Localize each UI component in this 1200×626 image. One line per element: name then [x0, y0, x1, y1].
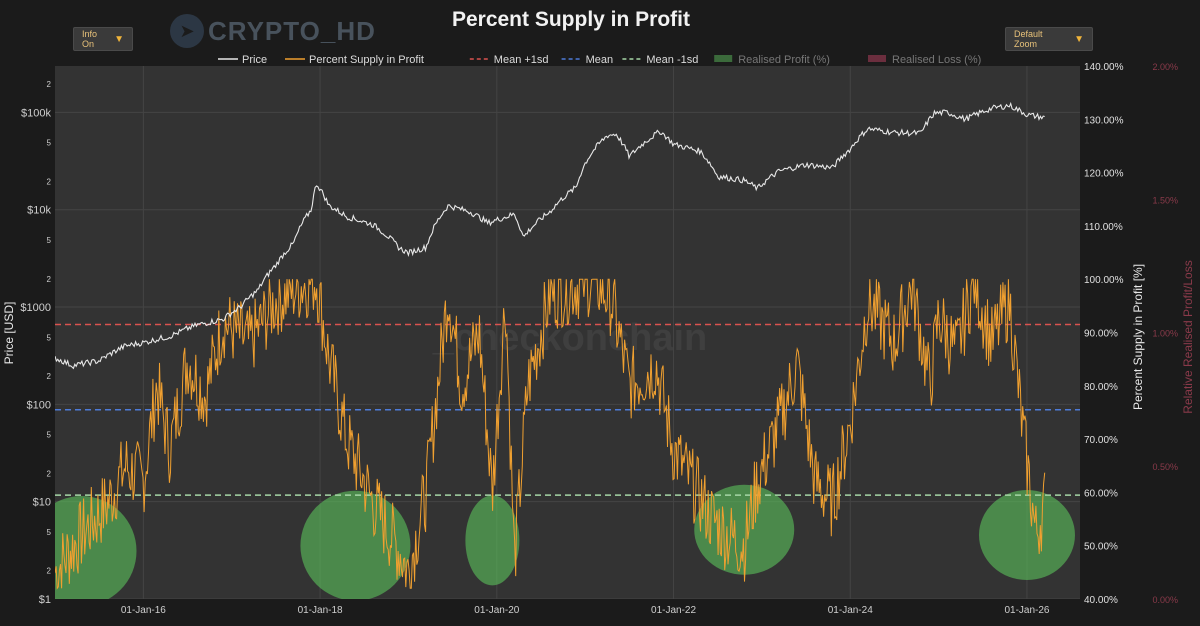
highlight-ellipse	[978, 490, 1075, 581]
legend-swatch	[714, 55, 733, 62]
y-left-tick-label: $10k	[27, 205, 51, 217]
y-left-tick-label: 2	[47, 177, 52, 186]
legend-label: Price	[242, 54, 267, 66]
y-right-tick-label: 60.00%	[1084, 488, 1118, 499]
telegram-icon: ➤	[170, 14, 204, 48]
y-right-tick-label: 70.00%	[1084, 435, 1118, 446]
y-right2-tick-label: 2.00%	[1152, 62, 1178, 72]
watermark-text: CRYPTO_HD	[208, 15, 376, 46]
info-toggle-button[interactable]: Info On ▼	[73, 27, 133, 51]
y-left-tick-label: 5	[47, 139, 52, 148]
y-left-tick-label: 5	[47, 528, 52, 537]
y-left-tick-label: 2	[47, 469, 52, 478]
dropdown-caret-icon: ▼	[114, 33, 124, 45]
y-left-tick-label: 2	[47, 372, 52, 381]
y-right-tick-label: 110.00%	[1084, 222, 1123, 233]
legend-swatch	[868, 55, 886, 62]
y-left-tick-label: $100	[27, 399, 51, 411]
y-right2-label: Relative Realised Profit/Loss	[1181, 260, 1195, 413]
x-tick-label: 01-Jan-26	[1004, 605, 1049, 616]
legend-item[interactable]: Realised Loss (%)	[868, 54, 981, 66]
legend-item[interactable]: Realised Profit (%)	[714, 54, 830, 66]
legend-label: Mean	[586, 54, 614, 66]
y-right-tick-label: 120.00%	[1084, 169, 1124, 180]
y-right-tick-label: 130.00%	[1084, 115, 1124, 126]
y-left-tick-label: 2	[47, 567, 52, 576]
y-left-tick-label: $1000	[20, 302, 51, 314]
legend-label: Mean -1sd	[646, 54, 698, 66]
legend-label: Percent Supply in Profit	[309, 54, 424, 66]
x-tick-label: 01-Jan-20	[474, 605, 519, 616]
chart-title: Percent Supply in Profit	[451, 8, 691, 31]
y-left-tick-label: $100k	[21, 107, 51, 119]
y-right2-tick-label: 0.50%	[1152, 462, 1178, 472]
y-left-label: Price [USD]	[2, 302, 16, 365]
x-tick-label: 01-Jan-22	[651, 605, 696, 616]
y-right-tick-label: 40.00%	[1084, 595, 1118, 606]
price-line	[55, 101, 1045, 370]
supply-in-profit-line	[55, 278, 1046, 590]
y-right-label: Percent Supply in Profit [%]	[1131, 264, 1145, 410]
x-tick-label: 01-Jan-24	[828, 605, 873, 616]
highlight-ellipse	[694, 484, 795, 575]
legend-item[interactable]: Mean	[561, 54, 614, 66]
legend-item[interactable]: Price	[218, 54, 267, 66]
y-left-tick-label: 5	[47, 236, 52, 245]
y-right-tick-label: 50.00%	[1084, 542, 1118, 553]
y-right-tick-label: 90.00%	[1084, 329, 1118, 340]
x-tick-label: 01-Jan-18	[298, 605, 343, 616]
y-left-tick-label: 5	[47, 333, 52, 342]
y-right2-tick-label: 0.00%	[1152, 595, 1178, 605]
y-right2-tick-label: 1.00%	[1152, 329, 1178, 339]
legend-item[interactable]: Mean -1sd	[622, 54, 698, 66]
info-toggle-label: Info On	[82, 29, 98, 49]
highlight-ellipse	[55, 496, 137, 599]
dropdown-caret-icon: ▼	[1074, 33, 1084, 45]
y-left-tick-label: 5	[47, 431, 52, 440]
y-right-tick-label: 80.00%	[1084, 382, 1118, 393]
y-left-tick-label: 2	[47, 275, 52, 284]
x-tick-label: 01-Jan-16	[121, 605, 166, 616]
plot-area	[55, 66, 1080, 599]
watermark-logo: ➤ CRYPTO_HD	[170, 14, 376, 48]
y-left-tick-label: 2	[47, 80, 52, 89]
highlight-ellipse	[465, 495, 520, 586]
legend-label: Realised Profit (%)	[738, 54, 830, 66]
zoom-select-button[interactable]: Default Zoom ▼	[1005, 27, 1093, 51]
y-left-tick-label: $1	[39, 594, 51, 606]
y-right-tick-label: 100.00%	[1084, 275, 1124, 286]
y-left-tick-label: $10	[33, 497, 51, 509]
legend-label: Mean +1sd	[494, 54, 549, 66]
legend-item[interactable]: Mean +1sd	[469, 54, 549, 66]
legend-label: Realised Loss (%)	[892, 54, 981, 66]
zoom-select-label: Default Zoom	[1014, 29, 1043, 49]
legend-item[interactable]: Percent Supply in Profit	[285, 54, 424, 66]
y-right2-tick-label: 1.50%	[1152, 195, 1178, 205]
y-right-tick-label: 140.00%	[1084, 62, 1124, 73]
highlight-ellipse	[300, 490, 411, 599]
